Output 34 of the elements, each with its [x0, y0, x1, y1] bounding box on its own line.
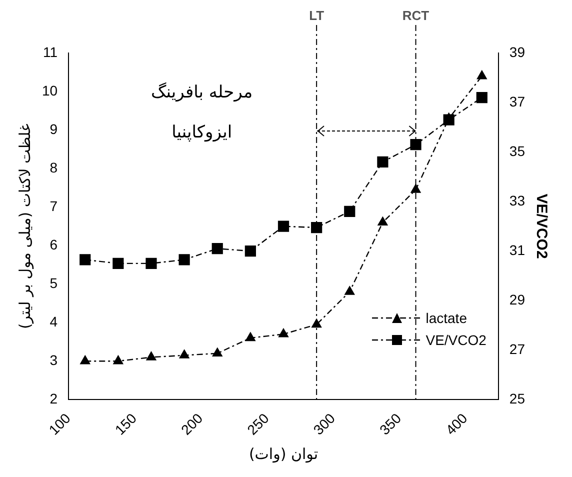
y-tick-label: 3 [50, 352, 58, 368]
y2-tick-label: 37 [509, 93, 526, 110]
y-tick-label: 6 [50, 236, 58, 252]
y2-tick-label: 25 [509, 390, 526, 406]
y2-tick-label: 29 [509, 291, 526, 308]
y2-tick-label: 35 [509, 142, 526, 159]
x-tick-label: 150 [112, 410, 140, 438]
ref-line-label: LT [309, 8, 324, 24]
annotation: مرحله بافرینگ [151, 81, 253, 102]
legend-label: VE/VCO2 [426, 330, 486, 350]
y-tick-label: 11 [43, 44, 58, 60]
y-tick-label: 9 [50, 120, 58, 137]
legend-label: lactate [426, 308, 467, 328]
annotation: ایزوکاپنیا [172, 122, 232, 142]
ref-line-label: RCT [402, 8, 430, 24]
y-tick-label: 8 [50, 159, 58, 176]
y2-tick-label: 27 [509, 340, 526, 357]
y2-axis-title: VE/VCO2 [532, 194, 550, 259]
y2-tick-label: 33 [509, 192, 526, 208]
x-tick-label: 250 [244, 410, 272, 438]
y2-tick-label: 39 [509, 44, 526, 60]
y-axis-title: غلظت لاکتات (میلی مول بر لیتر) [16, 123, 34, 329]
x-axis-title: توان (وات) [248, 444, 318, 463]
y-tick-label: 2 [50, 390, 58, 406]
y-tick-label: 7 [50, 198, 58, 214]
y-tick-label: 5 [50, 274, 58, 291]
y-tick-label: 4 [50, 313, 58, 330]
x-tick-label: 200 [178, 410, 206, 438]
x-tick-label: 300 [310, 410, 338, 438]
y2-tick-label: 31 [509, 242, 526, 258]
x-tick-label: 400 [442, 410, 470, 438]
y-tick-label: 10 [42, 82, 58, 98]
x-tick-label: 350 [376, 410, 404, 438]
x-tick-label: 100 [46, 410, 74, 438]
